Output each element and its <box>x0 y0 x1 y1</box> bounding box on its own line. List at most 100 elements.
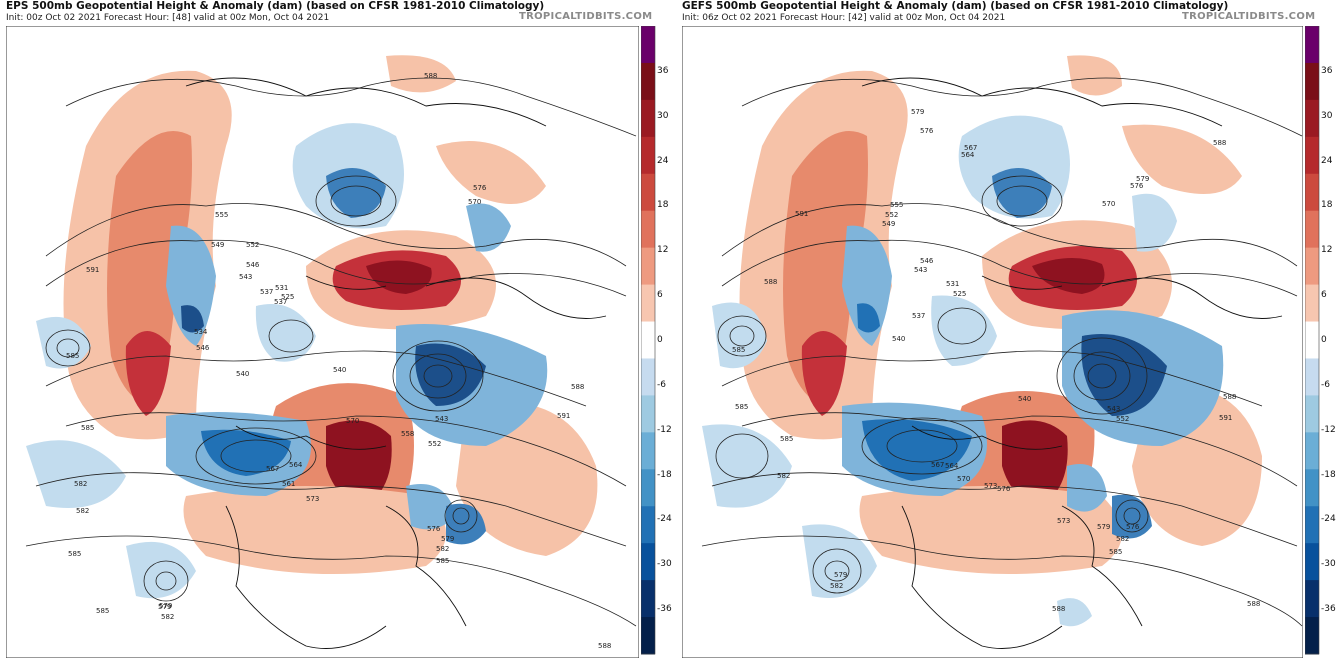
contour-label: 582 <box>76 507 89 515</box>
colorbar-swatch <box>1305 62 1319 101</box>
contour-label: 543 <box>914 266 927 274</box>
colorbar-swatches <box>641 26 656 655</box>
contour-label: 540 <box>236 370 249 378</box>
colorbar-label: 24 <box>1321 155 1333 166</box>
negative-anomaly-small-east <box>466 203 511 252</box>
watermark: TROPICALTIDBITS.COM <box>519 11 653 22</box>
contour-label: 582 <box>1116 535 1129 543</box>
negative-anomaly-bottom-left <box>26 440 126 508</box>
colorbar-swatch <box>1305 617 1319 655</box>
positive-anomaly-east-asia-core <box>1002 420 1068 506</box>
contour-label: 582 <box>161 613 174 621</box>
eps-map: 588 585 591 582 579 555 549 552 546 543 … <box>6 26 639 658</box>
colorbar-label: 6 <box>1321 290 1327 301</box>
colorbar-swatch <box>1305 26 1319 64</box>
panel-subtitle: Init: 00z Oct 02 2021 Forecast Hour: [48… <box>6 13 330 23</box>
colorbar-label: -24 <box>1321 514 1336 525</box>
negative-anomaly-bottom-left-2 <box>126 541 196 599</box>
colorbar-swatch <box>1305 99 1319 138</box>
contour-label: 555 <box>215 211 228 219</box>
contour-label: 585 <box>780 435 793 443</box>
colorbar-label: 18 <box>1321 200 1333 211</box>
contour-label: 585 <box>732 346 745 354</box>
colorbar-swatch <box>1305 284 1319 323</box>
contour-label: 576 <box>1130 182 1144 190</box>
contour-label: 537 <box>260 288 273 296</box>
negative-anomaly-small-east <box>1132 193 1177 252</box>
colorbar-swatch <box>1305 321 1319 359</box>
colorbar-swatch <box>641 62 655 101</box>
anomaly-colorbar <box>1305 26 1320 655</box>
negative-anomaly-far-left <box>712 302 767 369</box>
colorbar-label: -30 <box>657 559 672 570</box>
contour-label: 582 <box>830 582 843 590</box>
negative-anomaly-center <box>931 295 997 366</box>
contour-label: 579 <box>834 571 847 579</box>
contour-label: 525 <box>953 290 966 298</box>
colorbar-swatches <box>1305 26 1320 655</box>
positive-anomaly-southeast <box>183 486 446 574</box>
contour-label: 561 <box>282 480 295 488</box>
contour-label: 570 <box>957 475 970 483</box>
contour-label: 564 <box>289 461 303 469</box>
contour-label: 552 <box>246 241 259 249</box>
colorbar-swatch <box>641 506 655 544</box>
anomaly-colorbar <box>641 26 656 655</box>
contour-label: 537 <box>274 298 287 306</box>
colorbar-label: -12 <box>657 424 672 435</box>
height-contours <box>25 77 637 627</box>
contour-label: 576 <box>427 525 441 533</box>
positive-anomaly-east <box>1122 124 1242 194</box>
contour-label: 582 <box>436 545 449 553</box>
positive-anomaly-siberia-max <box>1032 257 1105 294</box>
colorbar-swatch <box>641 210 655 249</box>
colorbar-swatch <box>641 617 655 655</box>
negative-anomaly-north-core <box>326 168 386 218</box>
negative-anomaly-far-left <box>36 316 91 369</box>
colorbar-swatch <box>641 173 655 212</box>
contour-label: 585 <box>1109 548 1122 556</box>
negative-anomaly-north-core <box>992 168 1052 218</box>
positive-anomaly-top <box>386 55 456 93</box>
colorbar-label: -18 <box>657 469 672 480</box>
colorbar-swatch <box>641 99 655 138</box>
contour-label: 543 <box>239 273 252 281</box>
contour-label: 588 <box>1247 600 1260 608</box>
negative-anomaly-europe-core <box>1081 334 1167 416</box>
contour-labels: 588 585 591 582 579 555 549 552 546 543 … <box>66 72 611 650</box>
colorbar-label: -30 <box>1321 559 1336 570</box>
colorbar-swatch <box>1305 506 1319 544</box>
colorbar-swatch <box>1305 580 1319 618</box>
negative-anomaly-caribbean <box>1057 598 1092 627</box>
gefs-map: 585 579 576 567 564 591 588 555 552 549 … <box>682 26 1303 658</box>
colorbar-swatch <box>1305 247 1319 286</box>
contour-label: 558 <box>401 430 414 438</box>
colorbar-swatch <box>1305 173 1319 212</box>
negative-anomaly-bottom-left <box>702 424 792 508</box>
colorbar-swatch <box>641 136 655 175</box>
contour-label: 555 <box>890 201 903 209</box>
contour-label: 582 <box>777 472 790 480</box>
colorbar-swatch <box>1305 469 1319 507</box>
contour-label: 591 <box>86 266 99 274</box>
negative-anomaly-south-east-core <box>446 503 486 545</box>
colorbar-swatch <box>641 395 655 433</box>
colorbar-swatch <box>1305 432 1319 470</box>
colorbar-label: 12 <box>657 245 669 256</box>
contour-label: 564 <box>945 462 959 470</box>
contour-label: 576 <box>1126 523 1140 531</box>
panel-title: GEFS 500mb Geopotential Height & Anomaly… <box>682 0 1229 12</box>
contour-label: 591 <box>557 412 570 420</box>
contour-label: 588 <box>764 278 777 286</box>
negative-anomaly-hudson-core <box>862 419 972 481</box>
contour-label: 552 <box>1116 415 1129 423</box>
contour-label: 552 <box>428 440 441 448</box>
colorbar-swatch <box>1305 358 1319 396</box>
contour-label: 543 <box>1107 405 1120 413</box>
contour-label: 579 <box>441 535 454 543</box>
negative-anomaly-west <box>166 225 216 346</box>
positive-anomaly-top <box>1067 55 1122 96</box>
contour-label: 585 <box>66 352 79 360</box>
positive-anomaly-pacific-ridge-core <box>107 131 192 406</box>
contour-label: 546 <box>920 257 934 265</box>
